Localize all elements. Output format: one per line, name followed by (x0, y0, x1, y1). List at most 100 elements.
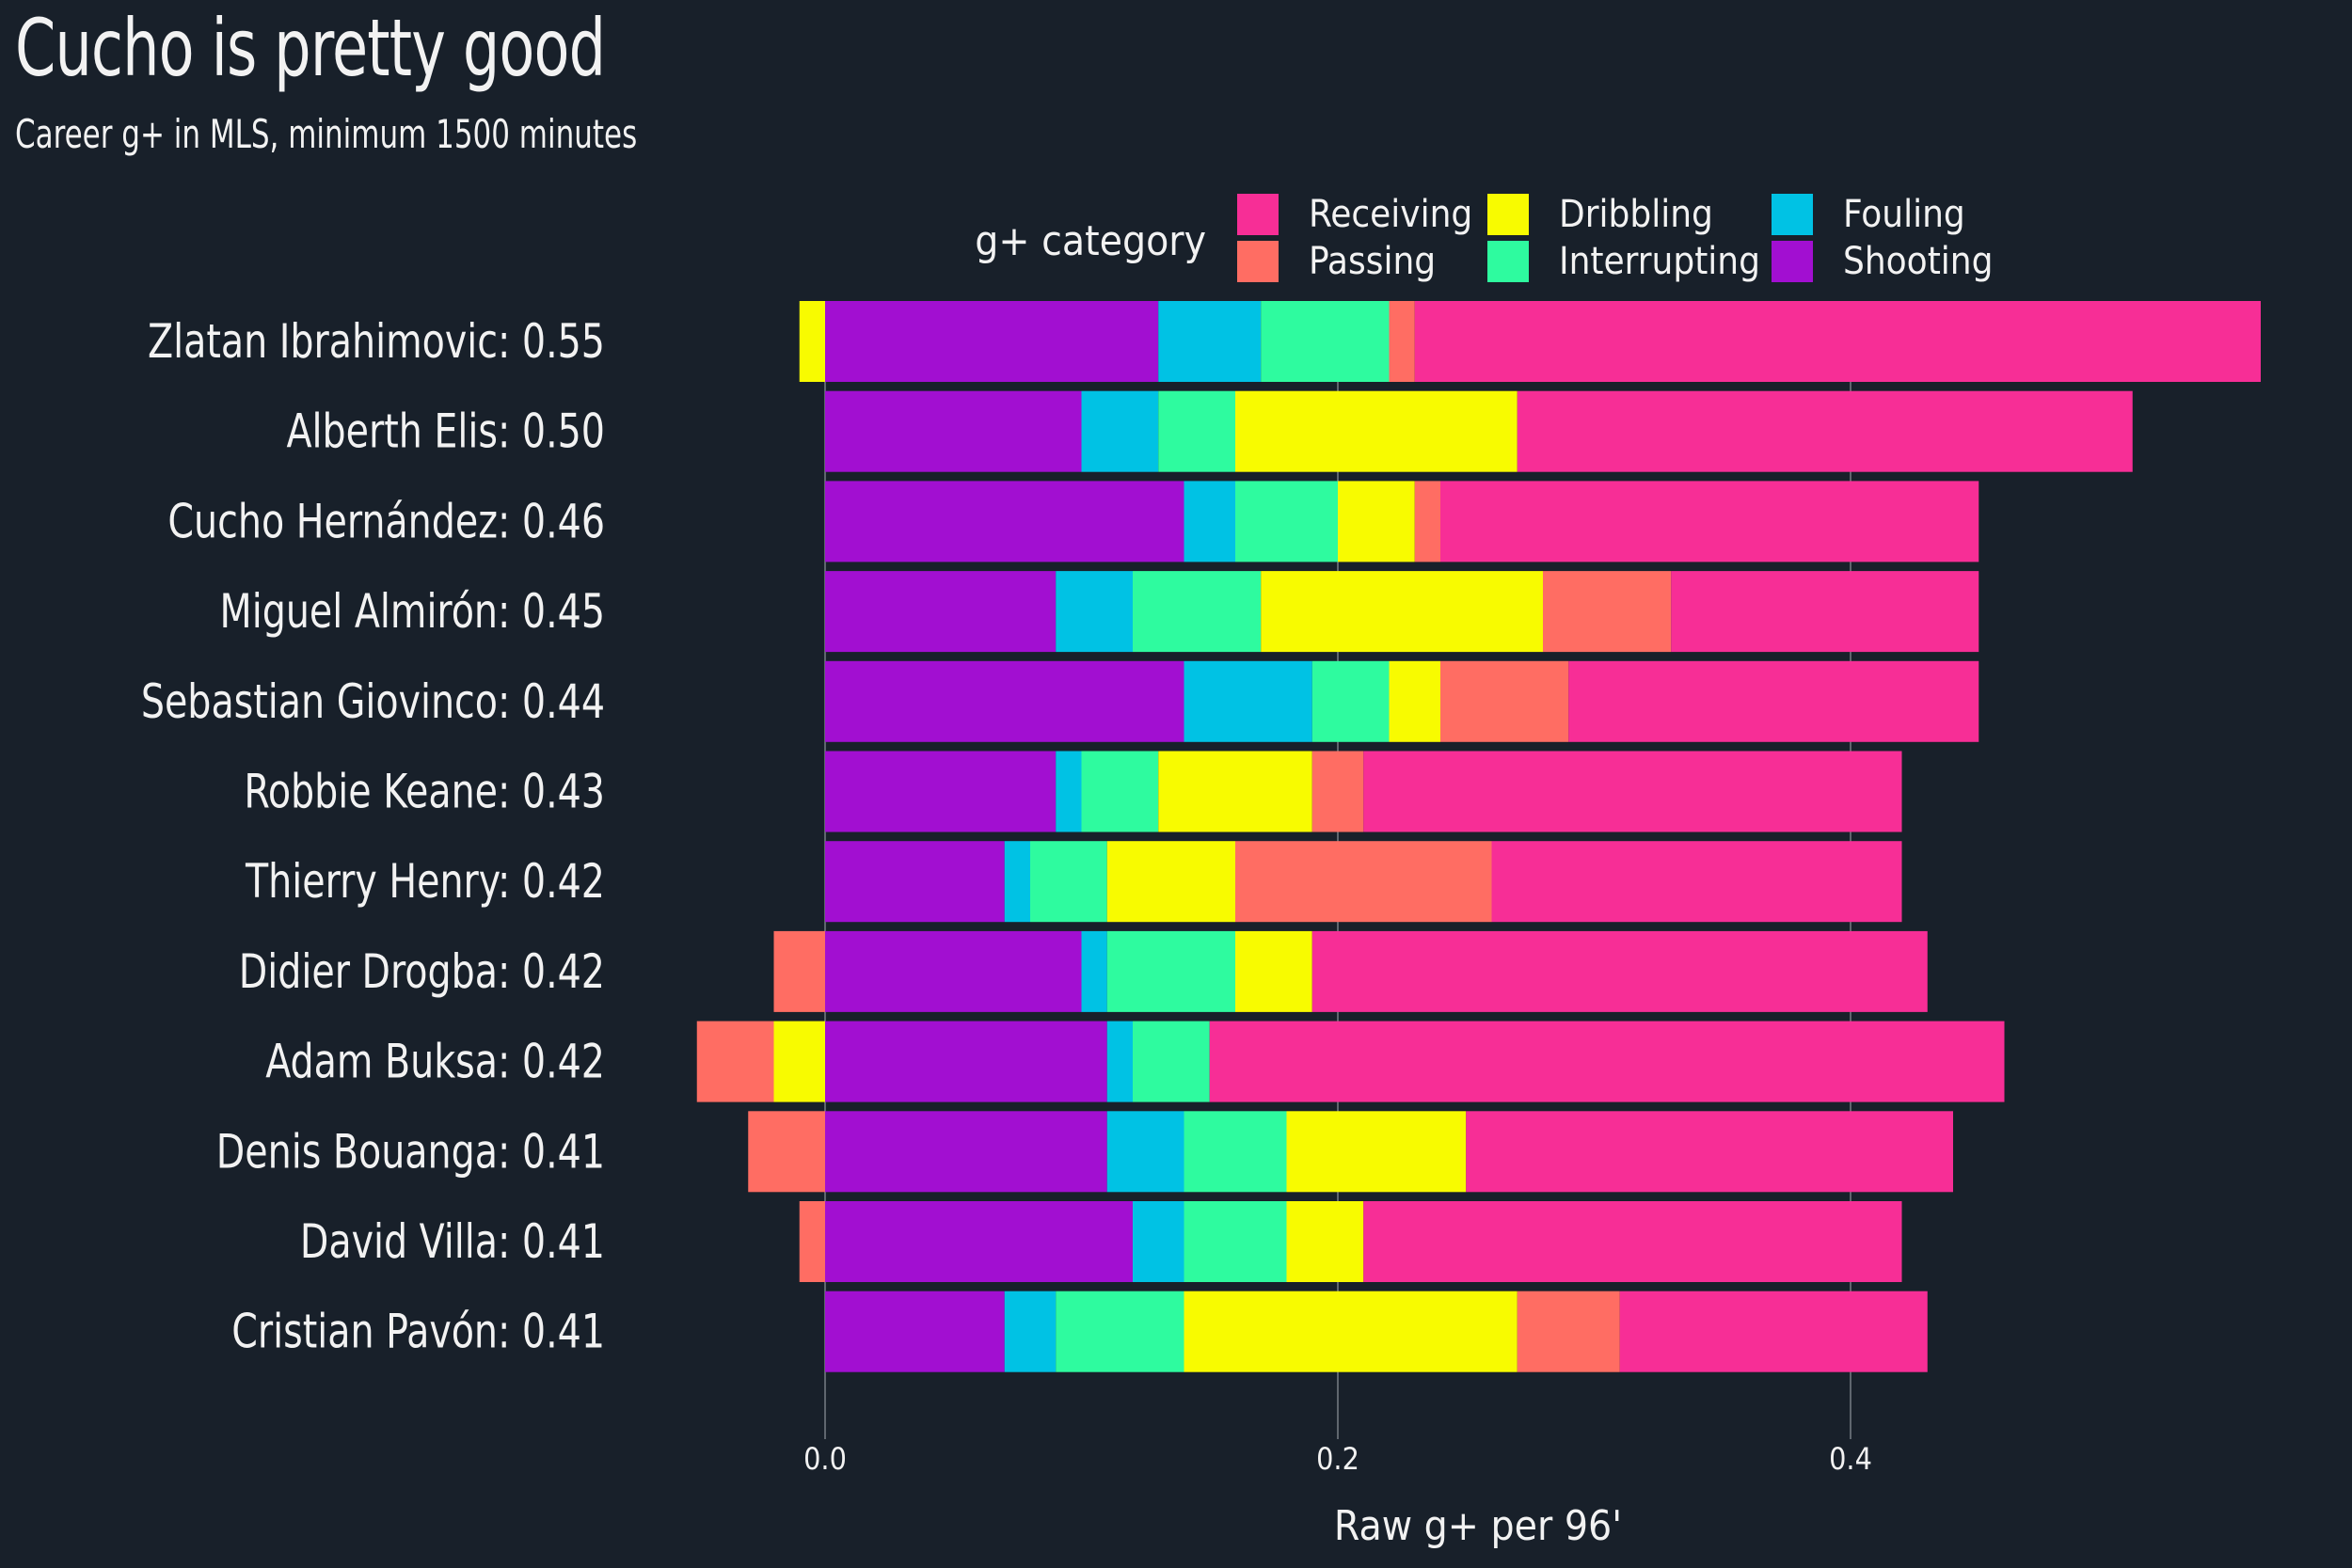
bar-segment-receiving (1619, 1291, 1928, 1372)
bar-segment-interrupting (1235, 481, 1338, 562)
x-tick-label: 0.2 (1316, 1441, 1359, 1477)
legend-swatch-passing (1237, 241, 1279, 282)
bar-segment-dribbling (1106, 841, 1235, 923)
bar-segment-dribbling (1184, 1291, 1518, 1372)
chart-subtitle: Career g+ in MLS, minimum 1500 minutes (15, 111, 638, 157)
legend-label: Shooting (1843, 240, 1993, 283)
bar-segment-passing (696, 1021, 774, 1102)
bar-segment-shooting (825, 571, 1057, 653)
bar-segment-receiving (1311, 930, 1928, 1012)
bar-segment-interrupting (1106, 930, 1235, 1012)
bar-segment-dribbling (773, 1021, 825, 1102)
legend-swatch-fouling (1772, 194, 1813, 235)
bar-segment-interrupting (1133, 571, 1262, 653)
bar-segment-fouling (1081, 390, 1159, 472)
legend-title: g+ category (975, 217, 1206, 265)
bar-segment-passing (773, 930, 825, 1012)
bar-segment-fouling (1106, 1021, 1133, 1102)
bar-segment-receiving (1440, 481, 1979, 562)
bar-segment-passing (799, 1201, 825, 1282)
bar-segment-shooting (825, 301, 1159, 382)
y-category-label: Thierry Henry: 0.42 (245, 855, 605, 910)
bar-segment-passing (1389, 301, 1415, 382)
bar-segment-shooting (825, 1021, 1107, 1102)
bar-segment-shooting (825, 841, 1005, 923)
y-category-label: Sebastian Giovinco: 0.44 (141, 674, 605, 729)
bar-segment-dribbling (1261, 571, 1543, 653)
legend-label: Interrupting (1559, 240, 1760, 283)
legend-swatch-shooting (1772, 241, 1813, 282)
bar-segment-interrupting (1133, 1021, 1210, 1102)
bar-segment-shooting (825, 481, 1184, 562)
bar-segment-fouling (1004, 841, 1030, 923)
bar-segment-shooting (825, 1201, 1133, 1282)
bar-segment-fouling (1184, 660, 1312, 742)
bar-segment-receiving (1671, 571, 1979, 653)
bar-segment-shooting (825, 390, 1082, 472)
bar-segment-interrupting (1184, 1201, 1287, 1282)
bar-segment-interrupting (1311, 660, 1390, 742)
bar-segment-interrupting (1184, 1111, 1287, 1193)
bar-segment-dribbling (1158, 751, 1312, 832)
bar-segment-dribbling (1235, 930, 1312, 1012)
bar-segment-fouling (1106, 1111, 1184, 1193)
bar-segment-fouling (1184, 481, 1235, 562)
bar-segment-dribbling (1338, 481, 1415, 562)
bar-segment-passing (1543, 571, 1672, 653)
bar-segment-dribbling (1235, 390, 1518, 472)
bar-segment-interrupting (1081, 751, 1159, 832)
bar-segment-shooting (825, 1111, 1107, 1193)
bar-segment-receiving (1414, 301, 2261, 382)
bar-segment-receiving (1363, 751, 1902, 832)
y-category-label: Cristian Pavón: 0.41 (231, 1305, 605, 1359)
y-category-label: Miguel Almirón: 0.45 (220, 584, 605, 639)
bar-segment-receiving (1466, 1111, 1953, 1193)
bar-segment-fouling (1056, 571, 1133, 653)
bar-segment-dribbling (1286, 1111, 1467, 1193)
y-category-label: Robbie Keane: 0.43 (244, 765, 605, 819)
bar-segment-fouling (1056, 751, 1082, 832)
y-category-label: Zlatan Ibrahimovic: 0.55 (148, 314, 605, 369)
y-category-label: David Villa: 0.41 (300, 1214, 605, 1269)
legend-label: Dribbling (1559, 193, 1713, 236)
bar-segment-passing (1517, 1291, 1620, 1372)
bar-segment-passing (1440, 660, 1569, 742)
bar-segment-receiving (1491, 841, 1902, 923)
bar-segment-shooting (825, 660, 1184, 742)
bar-segment-passing (1311, 751, 1364, 832)
bar-segment-dribbling (1389, 660, 1440, 742)
bars (696, 301, 2261, 1372)
legend-swatch-interrupting (1487, 241, 1529, 282)
legend-swatch-dribbling (1487, 194, 1529, 235)
bar-segment-interrupting (1261, 301, 1390, 382)
x-axis-label: Raw g+ per 96' (1334, 1502, 1622, 1550)
bar-segment-receiving (1209, 1021, 2005, 1102)
bar-segment-fouling (1133, 1201, 1184, 1282)
bar-segment-passing (1414, 481, 1440, 562)
bar-segment-passing (1235, 841, 1492, 923)
y-category-label: Cucho Hernández: 0.46 (167, 495, 605, 549)
bar-segment-fouling (1081, 930, 1107, 1012)
bar-segment-receiving (1517, 390, 2133, 472)
legend-swatch-receiving (1237, 194, 1279, 235)
bar-segment-shooting (825, 751, 1057, 832)
bar-segment-dribbling (1286, 1201, 1364, 1282)
x-tick-label: 0.4 (1829, 1441, 1872, 1477)
y-axis-labels: Zlatan Ibrahimovic: 0.55 Alberth Elis: 0.… (141, 314, 605, 1359)
chart-title: Cucho is pretty good (15, 2, 606, 94)
y-category-label: Denis Bouanga: 0.41 (216, 1125, 605, 1180)
bar-segment-shooting (825, 1291, 1005, 1372)
bar-segment-receiving (1363, 1201, 1902, 1282)
legend-label: Passing (1309, 240, 1436, 283)
bar-segment-dribbling (799, 301, 825, 382)
bar-segment-passing (748, 1111, 825, 1193)
bar-segment-receiving (1568, 660, 1979, 742)
y-category-label: Alberth Elis: 0.50 (286, 404, 605, 459)
legend-label: Fouling (1843, 193, 1965, 236)
bar-segment-interrupting (1056, 1291, 1184, 1372)
y-category-label: Didier Drogba: 0.42 (239, 944, 605, 999)
bar-segment-shooting (825, 930, 1082, 1012)
